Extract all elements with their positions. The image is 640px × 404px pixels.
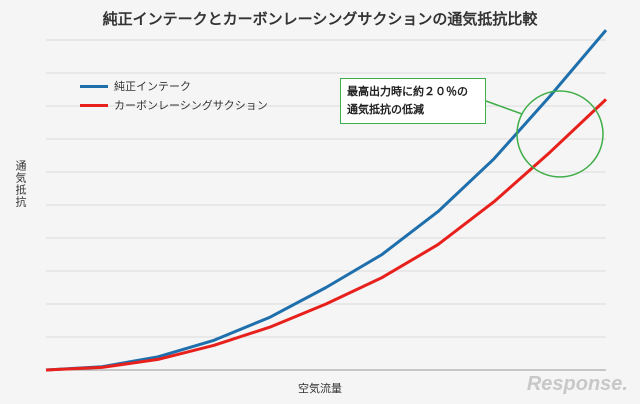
- annotation-callout: 最高出力時に約２０％の 通気抵抗の低減: [340, 78, 486, 124]
- series-line-0: [45, 29, 608, 372]
- callout-connector: [485, 100, 523, 115]
- chart-title: 純正インテークとカーボンレーシングサクションの通気抵抗比較: [102, 10, 538, 28]
- x-axis-label: 空気流量: [298, 382, 342, 395]
- legend-label-stock: 純正インテーク: [114, 80, 191, 93]
- series-line-1: [45, 98, 608, 372]
- legend-item-carbon: カーボンレーシングサクション: [80, 98, 268, 112]
- annotation-line-1: 最高出力時に約２０％の: [347, 85, 468, 98]
- highlight-circle: [516, 90, 604, 178]
- legend-item-stock: 純正インテーク: [80, 79, 191, 93]
- legend-swatch-stock: [80, 84, 108, 88]
- series-lines: [45, 29, 608, 372]
- watermark-logo: Response.: [526, 373, 628, 395]
- y-axis-label: 通気抵抗: [14, 160, 27, 208]
- legend-swatch-carbon: [80, 103, 108, 107]
- legend-label-carbon: カーボンレーシングサクション: [114, 99, 268, 112]
- annotation-line-2: 通気抵抗の低減: [347, 103, 424, 116]
